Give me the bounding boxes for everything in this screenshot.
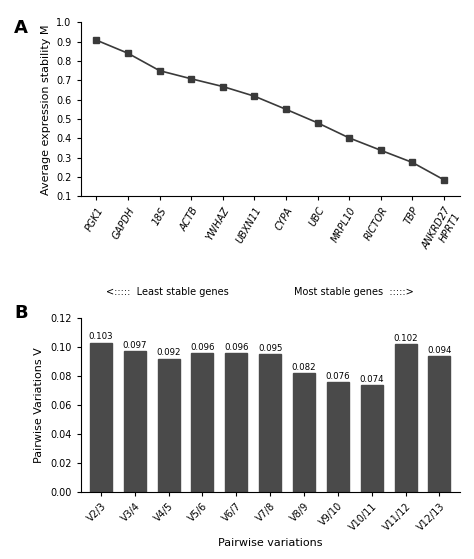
Y-axis label: Pairwise Variations V: Pairwise Variations V [35,347,45,463]
Text: 0.092: 0.092 [156,348,181,357]
Text: Most stable genes  :::::>: Most stable genes :::::> [294,287,413,297]
Bar [394,344,417,492]
Y-axis label: Average expression stability M: Average expression stability M [41,24,51,195]
Bar [124,352,146,492]
Text: <:::::  Least stable genes: <::::: Least stable genes [107,287,229,297]
Text: 0.094: 0.094 [427,345,452,354]
Bar [191,353,213,492]
Bar [157,358,180,492]
Text: 0.076: 0.076 [326,372,350,381]
X-axis label: Pairwise variations: Pairwise variations [218,538,322,548]
Text: 0.096: 0.096 [190,343,215,352]
Text: 0.097: 0.097 [122,341,147,350]
Bar [259,354,281,492]
Text: 0.102: 0.102 [393,334,418,343]
Text: 0.096: 0.096 [224,343,248,352]
Text: 0.103: 0.103 [89,333,113,342]
Text: A: A [14,19,28,37]
Bar [225,353,247,492]
Bar [293,373,315,492]
Text: B: B [14,304,28,322]
Text: 0.082: 0.082 [292,363,316,372]
Text: 0.095: 0.095 [258,344,283,353]
Bar [361,385,383,492]
Bar [428,356,450,492]
Bar [327,382,349,492]
Bar [90,343,112,492]
Text: 0.074: 0.074 [359,375,384,383]
